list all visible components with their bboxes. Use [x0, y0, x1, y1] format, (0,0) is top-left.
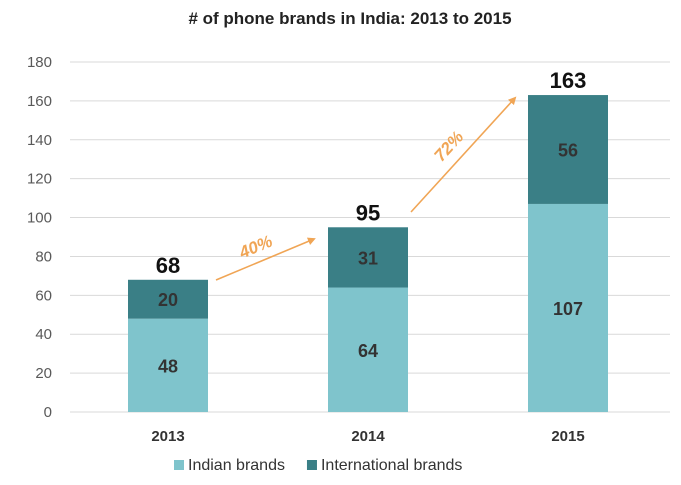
y-tick-label: 180	[27, 54, 52, 71]
bar-segment-indian	[528, 203, 608, 412]
bar-segment-international	[528, 95, 608, 204]
x-tick-label: 2015	[551, 428, 584, 445]
legend-label: Indian brands	[188, 457, 285, 474]
bar-total-label: 163	[550, 68, 587, 93]
bar-value-label: 56	[558, 141, 578, 161]
bar-segment-international	[328, 227, 408, 288]
y-tick-label: 100	[27, 210, 52, 227]
growth-label: 72%	[430, 127, 467, 165]
x-tick-label: 2013	[151, 428, 184, 445]
bar-segment-indian	[328, 287, 408, 412]
bars: 48 20 68 64 31 95 107 56 163	[128, 68, 608, 412]
y-tick-label: 80	[35, 248, 52, 265]
bar-value-label: 48	[158, 356, 178, 376]
y-tick-label: 0	[44, 404, 52, 421]
bar-value-label: 20	[158, 290, 178, 310]
bar-segment-indian	[128, 318, 208, 412]
y-tick-label: 160	[27, 93, 52, 110]
x-axis: 2013 2014 2015	[151, 428, 584, 445]
legend-swatch	[306, 460, 317, 470]
legend: Indian brands International brands	[174, 457, 462, 474]
y-tick-label: 20	[35, 365, 52, 382]
growth-arrow	[215, 237, 316, 281]
bar-value-label: 31	[358, 248, 378, 268]
bar-total-label: 95	[356, 200, 380, 225]
legend-swatch	[174, 460, 184, 470]
y-tick-label: 40	[35, 326, 52, 343]
legend-label: International brands	[321, 457, 462, 474]
bar-total-label: 68	[156, 253, 180, 278]
y-axis: 0 20 40 60 80 100 120 140 160 180	[27, 54, 52, 421]
bar-segment-international	[128, 279, 208, 319]
x-tick-label: 2014	[351, 428, 385, 445]
bar-value-label: 64	[358, 341, 378, 361]
chart-title: # of phone brands in India: 2013 to 2015	[188, 9, 511, 28]
y-tick-label: 140	[27, 132, 52, 149]
growth-arrow	[410, 96, 517, 213]
bar-value-label: 107	[553, 299, 583, 319]
y-tick-label: 60	[35, 287, 52, 304]
y-tick-label: 120	[27, 171, 52, 188]
